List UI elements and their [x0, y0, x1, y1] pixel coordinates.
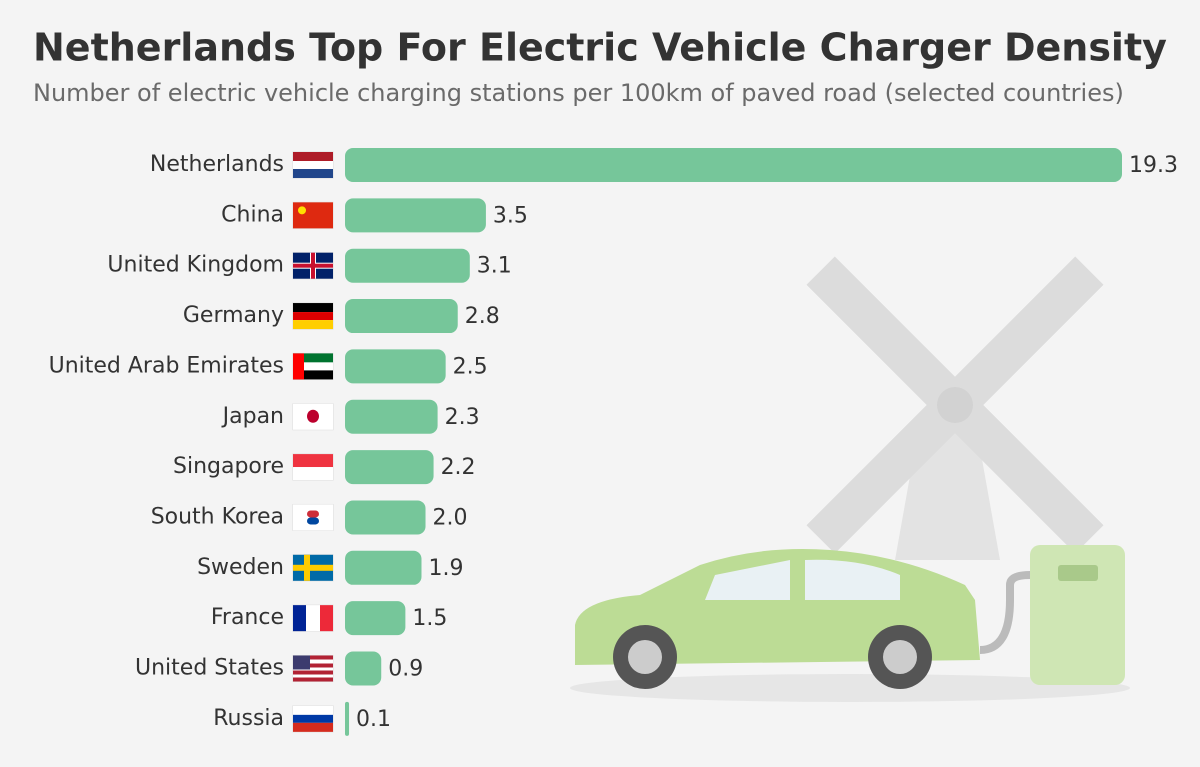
flag-part — [307, 517, 319, 525]
flag-part — [293, 353, 333, 363]
value-label: 19.3 — [1129, 153, 1178, 178]
car-illustration — [570, 545, 1130, 702]
category-label: France — [211, 605, 284, 630]
value-label: 1.5 — [412, 606, 447, 631]
value-label: 2.5 — [453, 354, 488, 379]
bar — [345, 349, 446, 384]
bar — [345, 500, 426, 535]
bar — [345, 198, 486, 233]
flag-part — [293, 202, 333, 229]
flag-part — [293, 353, 304, 380]
bar — [345, 299, 458, 334]
category-label: Netherlands — [150, 152, 284, 177]
value-label: 2.2 — [441, 455, 476, 480]
value-label: 0.1 — [356, 707, 391, 732]
value-label: 0.9 — [388, 657, 423, 682]
category-label: Singapore — [173, 454, 284, 479]
category-label: United States — [135, 656, 284, 681]
flag-icon — [292, 554, 334, 582]
bar — [345, 651, 382, 686]
category-label: South Korea — [151, 504, 284, 529]
flag-part — [293, 670, 333, 675]
flag-icon — [292, 252, 334, 280]
flag-part — [293, 605, 306, 632]
category-label: United Arab Emirates — [49, 353, 284, 378]
category-label: Germany — [183, 303, 284, 328]
flag-part — [293, 655, 310, 670]
flag-part — [293, 564, 333, 571]
flag-part — [293, 655, 333, 660]
category-label: Sweden — [197, 555, 284, 580]
value-label: 1.9 — [428, 556, 463, 581]
flag-part — [293, 663, 333, 668]
category-label: Russia — [213, 706, 284, 731]
flag-icon — [292, 302, 334, 330]
flag-part — [293, 722, 333, 732]
chart-title: Netherlands Top For Electric Vehicle Cha… — [33, 26, 1167, 70]
flag-part — [293, 312, 333, 321]
category-label: United Kingdom — [107, 253, 284, 278]
flag-icon — [292, 201, 334, 229]
flag-part — [293, 467, 333, 481]
flag-icon — [292, 655, 334, 682]
value-label: 2.3 — [445, 405, 480, 430]
flag-part — [293, 705, 333, 715]
flag-part — [293, 161, 333, 169]
value-label: 3.1 — [477, 254, 512, 279]
bar — [345, 248, 470, 283]
flag-icon — [292, 705, 334, 733]
bar — [345, 399, 438, 434]
flag-part — [293, 362, 333, 371]
flag-part — [307, 510, 319, 518]
chart-subtitle: Number of electric vehicle charging stat… — [33, 79, 1124, 107]
flag-icon — [292, 604, 334, 632]
value-label: 3.5 — [493, 203, 528, 228]
flag-icon — [292, 403, 334, 431]
flag-icon — [292, 453, 334, 481]
windmill — [806, 256, 1104, 560]
category-label: China — [221, 202, 284, 227]
value-label: 2.8 — [465, 304, 500, 329]
bar — [345, 601, 406, 636]
flag-icon — [292, 352, 334, 380]
flag-part — [293, 320, 333, 330]
category-label: Japan — [221, 404, 284, 429]
bar — [345, 450, 434, 485]
bar — [345, 148, 1122, 182]
flag-part — [320, 605, 333, 632]
flag-part — [293, 169, 333, 178]
flag-part — [298, 206, 306, 215]
bar — [345, 701, 350, 736]
flag-icon — [292, 503, 334, 531]
flag-part — [293, 677, 333, 682]
flag-part — [293, 303, 333, 313]
flag-icon — [292, 151, 334, 179]
flag-part — [293, 152, 333, 161]
flag-part — [293, 370, 333, 380]
flag-part — [293, 454, 333, 468]
flag-part — [306, 605, 320, 632]
flag-part — [307, 409, 319, 423]
value-label: 2.0 — [433, 505, 468, 530]
flag-part — [293, 714, 333, 723]
flag-part — [311, 252, 315, 279]
bar — [345, 550, 422, 585]
